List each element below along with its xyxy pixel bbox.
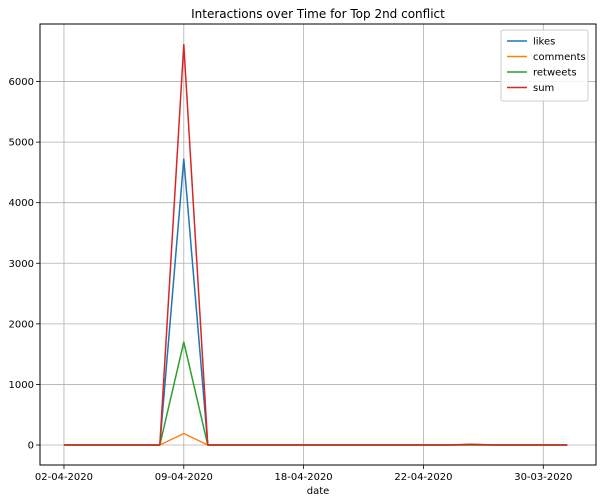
- y-tick-label: 6000: [9, 77, 34, 88]
- x-tick-label: 18-04-2020: [275, 472, 333, 483]
- series-lines: [63, 43, 568, 446]
- x-axis-ticks: 02-04-2020 09-04-2020 18-04-2020 22-04-2020…: [35, 465, 572, 483]
- legend-box: [500, 29, 589, 102]
- x-tick-label: 30-03-2020: [514, 472, 572, 483]
- y-tick-label: 4000: [9, 198, 34, 209]
- legend-label-comments: comments: [533, 52, 586, 63]
- chart-title: Interactions over Time for Top 2nd confl…: [191, 7, 445, 21]
- legend-label-retweets: retweets: [533, 68, 577, 79]
- legend-label-sum: sum: [533, 83, 554, 94]
- y-tick-label: 0: [28, 441, 34, 452]
- series-line-sum: [63, 43, 568, 446]
- x-tick-label: 02-04-2020: [35, 472, 93, 483]
- plot-area-frame: [39, 23, 597, 466]
- y-tick-label: 3000: [9, 259, 34, 270]
- x-axis-label: date: [307, 486, 330, 497]
- y-tick-label: 5000: [9, 138, 34, 149]
- x-tick-label: 09-04-2020: [155, 472, 213, 483]
- y-tick-label: 2000: [9, 319, 34, 330]
- legend-items: likes comments retweets sum: [507, 37, 586, 94]
- y-tick-label: 1000: [9, 380, 34, 391]
- x-tick-label: 22-04-2020: [394, 472, 452, 483]
- y-axis-ticks: 0 1000 2000 3000 4000 5000 6000: [9, 77, 40, 452]
- grid-lines: [40, 24, 596, 465]
- legend: likes comments retweets sum: [500, 29, 589, 102]
- legend-label-likes: likes: [533, 37, 555, 48]
